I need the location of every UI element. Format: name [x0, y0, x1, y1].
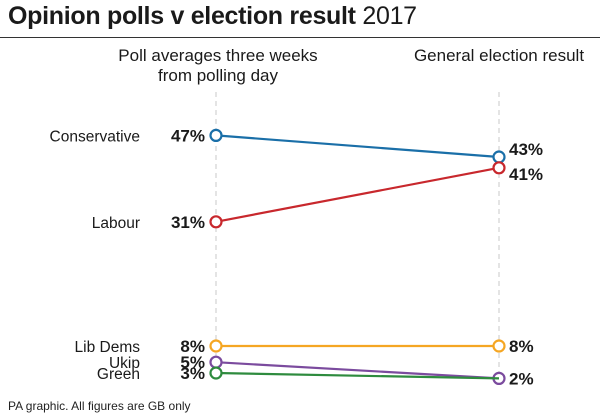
point-result-conservative — [492, 150, 506, 164]
value-poll-lib-dems: 8% — [180, 337, 205, 356]
title-divider — [0, 37, 600, 38]
point-poll-green — [209, 366, 223, 380]
series-name-lib-dems: Lib Dems — [75, 339, 141, 356]
value-poll-ukip: 5% — [180, 353, 205, 372]
value-result-lib-dems: 8% — [509, 337, 534, 356]
series-line-green — [215, 371, 500, 380]
point-result-labour — [492, 161, 506, 175]
value-poll-green: 3% — [180, 364, 205, 383]
value-result-ukip: 2% — [509, 369, 534, 388]
column-header-polls: Poll averages three weeks from polling d… — [118, 46, 318, 85]
series-line-labour — [215, 166, 500, 223]
chart-title-main: Opinion polls v election result — [8, 2, 356, 30]
point-poll-lib-dems — [209, 339, 223, 353]
value-poll-conservative: 47% — [171, 126, 205, 145]
series-name-green: Green — [97, 366, 140, 383]
series-line-conservative — [215, 134, 500, 159]
series-name-labour: Labour — [92, 215, 140, 232]
point-result-lib-dems — [492, 339, 506, 353]
value-result-labour: 41% — [509, 165, 543, 184]
point-poll-conservative — [209, 128, 223, 142]
point-poll-ukip — [209, 355, 223, 369]
point-poll-labour — [209, 215, 223, 229]
chart-title: Opinion polls v election result 2017 — [8, 2, 417, 31]
chart-title-year: 2017 — [362, 2, 417, 30]
series-line-ukip — [215, 361, 500, 380]
series-name-ukip: Ukip — [109, 355, 140, 372]
value-result-conservative: 43% — [509, 140, 543, 159]
series-name-conservative: Conservative — [50, 128, 140, 145]
value-poll-labour: 31% — [171, 213, 205, 232]
footer-note: PA graphic. All figures are GB only — [8, 399, 191, 413]
column-header-result: General election result — [413, 46, 585, 65]
